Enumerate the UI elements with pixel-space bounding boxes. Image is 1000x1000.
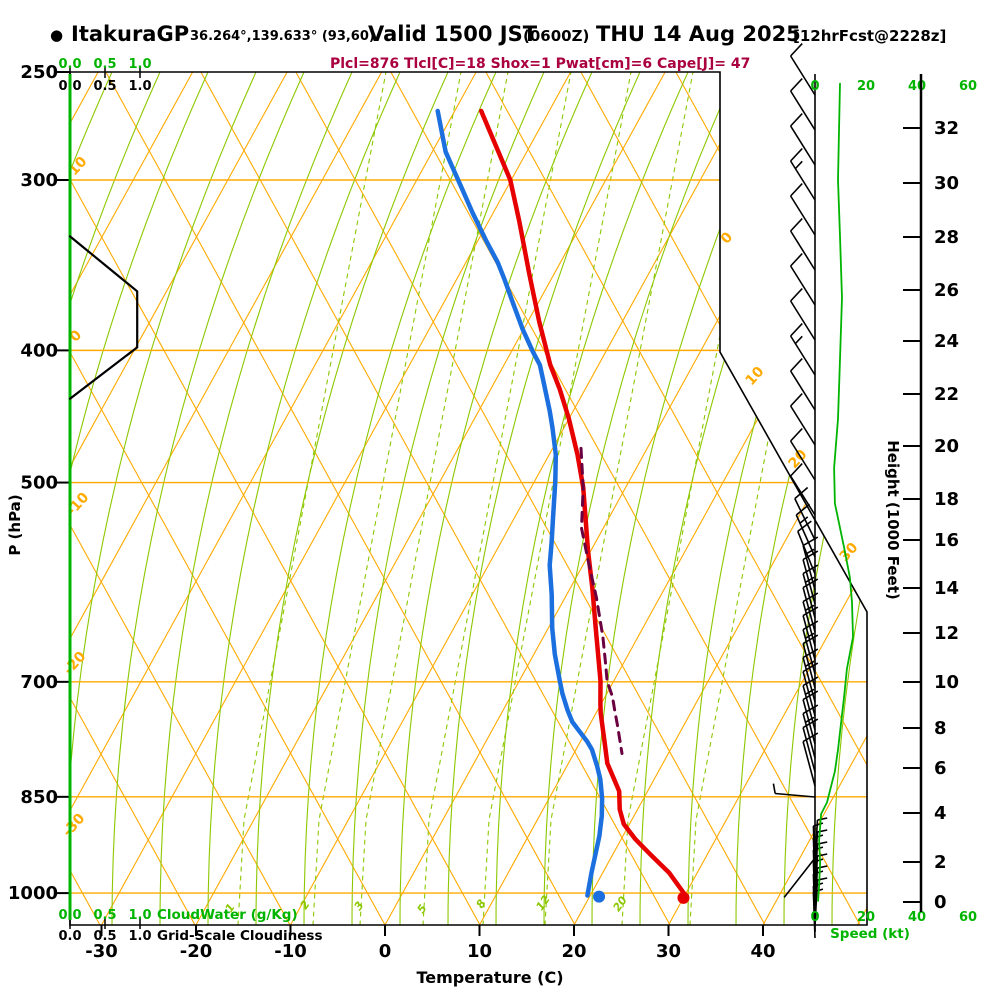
- pressure-tick-label: 400: [20, 340, 58, 361]
- cloudwater-scale-bottom: 1.0: [128, 908, 151, 923]
- height-tick-label: 0: [934, 892, 947, 913]
- speed-tick-bottom: 20: [857, 910, 875, 925]
- height-tick-label: 18: [934, 489, 959, 510]
- cloudiness-scale-bottom: 1.0: [128, 929, 151, 944]
- temperature-tick-label: -10: [274, 941, 307, 962]
- speed-tick-top: 60: [959, 79, 977, 94]
- parcel-path: [579, 446, 624, 755]
- height-tick-label: 12: [934, 623, 959, 644]
- valid-time-utc: (0600Z): [523, 27, 590, 45]
- height-axis-title: Height (1000 Feet): [884, 440, 902, 600]
- pressure-tick-label: 850: [20, 787, 58, 808]
- cloudiness-scale-top: 0.5: [93, 79, 116, 94]
- temperature-axis-title: Temperature (C): [416, 968, 563, 987]
- mixing-ratio-label: 20: [610, 894, 630, 914]
- isotherm-label: -20: [61, 648, 90, 678]
- valid-time: Valid 1500 JST: [368, 22, 538, 46]
- temperature-tick-label: 40: [750, 941, 775, 962]
- temperature-tick-label: -30: [85, 941, 118, 962]
- height-tick-label: 32: [934, 118, 959, 139]
- forecast-tag: [12hrFcst@2228z]: [793, 27, 947, 45]
- cloud-scales: 0.00.00.00.00.50.50.50.51.01.01.01.0Clou…: [58, 57, 322, 944]
- temperature-curve: [478, 108, 688, 898]
- mixing-ratio-label: 8: [474, 897, 489, 911]
- height-tick-label: 28: [934, 227, 959, 248]
- mixing-ratio-label: 5: [415, 902, 430, 916]
- wind-speed-profile: [817, 82, 854, 902]
- speed-tick-bottom: 0: [810, 910, 819, 925]
- height-tick-label: 8: [934, 718, 947, 739]
- pressure-tick-label: 1000: [8, 883, 58, 904]
- cloudiness-profile: [68, 235, 139, 400]
- speed-tick-top: 0: [810, 79, 819, 94]
- station-coords: 36.264°,139.633° (93,60): [190, 29, 375, 44]
- cloudiness-axis-title: Grid-Scale Cloudiness: [157, 928, 323, 944]
- sounding-indices: Plcl=876 Tlcl[C]=18 Shox=1 Pwat[cm]=6 Ca…: [330, 56, 751, 72]
- speed-tick-bottom: 40: [908, 910, 926, 925]
- height-tick-label: 30: [934, 173, 959, 194]
- temperature-tick-label: -20: [180, 941, 213, 962]
- height-tick-label: 10: [934, 672, 959, 693]
- cloudwater-scale-top: 0.0: [58, 57, 81, 72]
- station-bullet-icon: ●: [50, 26, 64, 44]
- speed-tick-bottom: 60: [959, 910, 977, 925]
- pressure-tick-label: 300: [20, 170, 58, 191]
- cloudiness-scale-bottom: 0.5: [93, 929, 116, 944]
- mixing-ratio-label: 12: [533, 893, 553, 913]
- cloudwater-axis-title: CloudWater (g/Kg): [157, 907, 298, 923]
- temperature-tick-label: 20: [561, 941, 586, 962]
- height-tick-label: 24: [934, 331, 959, 352]
- pressure-axis-title: P (hPa): [6, 494, 24, 555]
- speed-axis-title: Speed (kt): [830, 926, 910, 942]
- pressure-tick-label: 250: [20, 62, 58, 83]
- height-tick-label: 4: [934, 803, 947, 824]
- isotherm-label: -30: [60, 810, 89, 840]
- isotherm-label: 10: [743, 364, 768, 389]
- height-tick-label: 20: [934, 436, 959, 457]
- temperature-tick-label: 30: [656, 941, 681, 962]
- speed-tick-top: 20: [857, 79, 875, 94]
- cloudiness-scale-bottom: 0.0: [58, 929, 81, 944]
- height-tick-label: 14: [934, 578, 959, 599]
- height-tick-label: 6: [934, 758, 947, 779]
- isotherm-label: 30: [837, 540, 862, 565]
- height-tick-label: 22: [934, 384, 959, 405]
- isotherm-label: -10: [64, 489, 93, 519]
- pressure-tick-label: 500: [20, 473, 58, 494]
- temperature-axis: -30 -20 -10 0 10 20 30 40 Temperature (C): [85, 925, 776, 987]
- temperature-tick-label: 0: [379, 941, 392, 962]
- height-tick-label: 2: [934, 852, 947, 873]
- dewpoint-curve: [435, 108, 605, 898]
- pressure-tick-label: 700: [20, 672, 58, 693]
- mixing-ratio-label: 3: [352, 899, 367, 913]
- wind-barbs: [772, 43, 828, 939]
- mixing-ratio-label: 2: [298, 898, 313, 912]
- cloudwater-scale-top: 1.0: [128, 57, 151, 72]
- speed-tick-top: 40: [908, 79, 926, 94]
- surface-temperature-dot: [677, 891, 690, 904]
- temperature-tick-label: 10: [467, 941, 492, 962]
- surface-dewpoint-dot: [593, 890, 606, 903]
- pressure-gridlines: [70, 179, 867, 894]
- station-name: ItakuraGP: [71, 22, 190, 46]
- cloudwater-scale-bottom: 0.5: [93, 908, 116, 923]
- height-tick-label: 16: [934, 530, 959, 551]
- height-tick-label: 26: [934, 280, 959, 301]
- valid-date: THU 14 Aug 2025: [596, 22, 801, 46]
- cloudwater-scale-top: 0.5: [93, 57, 116, 72]
- pressure-axis: 250 300 400 500 700 850 1000 P (hPa): [6, 62, 70, 904]
- cloudiness-scale-top: 1.0: [128, 79, 151, 94]
